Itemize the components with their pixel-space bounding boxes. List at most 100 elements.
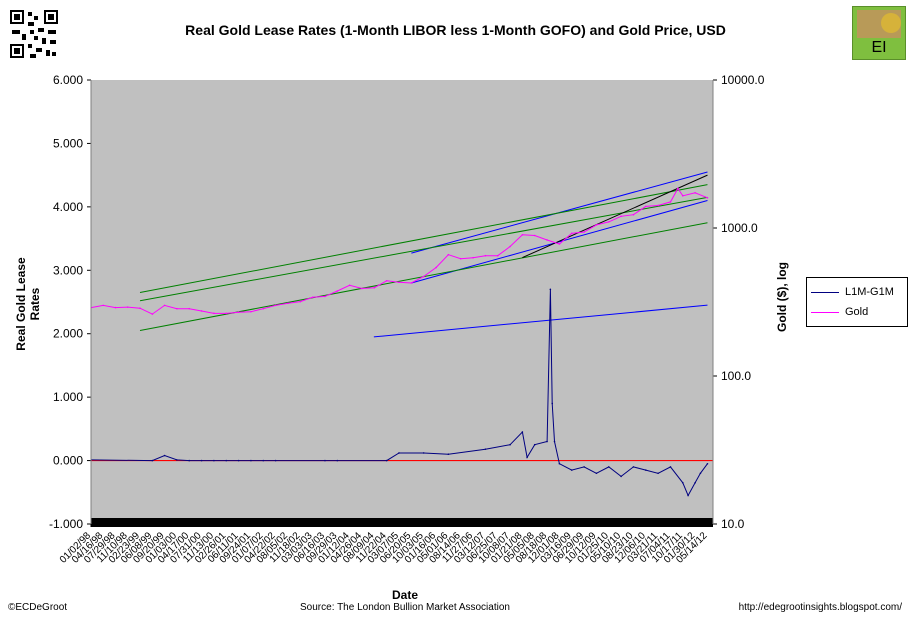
footer-url[interactable]: http://edegrootinsights.blogspot.com/ [738,602,902,613]
data-point-gold [620,215,622,218]
footer-source: Source: The London Bullion Market Associ… [300,602,510,613]
data-point-gold [361,287,363,290]
data-point-lease [484,448,487,450]
y-left-tick-label: 0.000 [53,454,83,468]
y-right-tick-label: 100.0 [721,369,751,383]
data-point-gold [607,221,610,223]
x-axis-band [91,518,713,527]
data-point-gold [644,205,647,208]
data-point-lease [447,453,450,456]
data-point-gold [681,195,684,197]
data-point-gold [533,234,536,237]
data-point-lease [549,288,552,291]
legend: L1M-G1M Gold [806,277,908,327]
data-point-gold [311,296,314,299]
data-point-lease [558,462,561,465]
trend-line-green [139,184,708,293]
data-point-gold [435,266,437,269]
data-point-gold [225,312,228,315]
legend-swatch-lease [811,291,839,293]
data-point-lease [163,454,166,457]
data-point-gold [188,307,191,310]
data-point-gold [262,307,265,310]
data-point-gold [447,253,450,256]
data-point-gold [139,307,141,310]
data-point-gold [677,187,679,190]
y-axis-right-label: Gold ($), log [775,262,789,332]
y-axis-left-label: Real Gold Lease Rates [14,257,42,351]
data-point-lease [422,452,425,454]
data-point-lease [681,481,684,484]
data-point-lease [620,475,622,478]
data-point-lease [553,440,556,443]
data-point-gold [151,313,154,315]
data-point-gold [706,196,709,199]
data-point-lease [669,466,672,468]
data-point-gold [348,284,351,287]
data-point-lease [176,459,178,461]
trend-line-green [139,196,708,302]
data-point-lease [262,459,265,462]
data-point-gold [521,233,524,236]
data-point-gold [410,282,413,284]
data-point-lease [398,452,400,454]
data-point-lease [657,472,659,475]
data-point-gold [163,304,166,307]
data-point-lease [336,459,339,462]
data-point-lease [533,443,536,446]
data-point-lease [188,459,191,462]
data-point-lease [151,459,154,462]
data-point-gold [570,232,573,235]
footer-copyright: ©ECDeGroot [8,602,68,613]
x-axis-label: Date [391,588,418,602]
data-point-gold [558,243,561,245]
data-point-lease [200,459,203,462]
data-point-lease [509,443,511,446]
data-point-gold [422,275,425,278]
data-point-gold [114,306,117,309]
data-point-gold [546,239,548,241]
legend-label-lease: L1M-G1M [845,286,894,298]
data-point-lease [237,459,240,462]
data-point-lease [385,459,388,462]
qr-code [8,8,60,60]
data-point-gold [669,201,672,203]
data-point-lease [521,431,524,433]
data-point-lease [706,462,709,465]
data-point-lease [324,459,326,462]
data-point-gold [484,254,487,257]
data-point-gold [472,256,474,259]
data-point-lease [644,469,647,471]
data-point-gold [385,279,388,282]
data-point-lease [274,459,277,462]
data-point-gold [102,304,105,307]
y-left-tick-label: -1.000 [49,517,83,531]
data-point-gold [299,300,302,303]
data-point-gold [509,245,511,248]
data-point-gold [200,310,203,312]
data-point-gold [237,311,240,313]
legend-item-lease: L1M-G1M [811,285,894,299]
data-point-lease [583,466,585,468]
data-point-lease [699,472,702,475]
y-right-tick-label: 1000.0 [721,221,758,235]
trend-line-black [522,174,708,259]
data-point-gold [657,204,659,207]
data-point-lease [551,402,554,405]
data-point-lease [595,472,598,475]
brand-logo: EI [852,6,906,60]
legend-swatch-gold [811,311,839,313]
data-point-gold [213,312,215,315]
data-point-gold [250,310,252,313]
y-left-tick-label: 2.000 [53,327,83,341]
legend-label-gold: Gold [845,306,869,318]
data-point-gold [398,281,400,284]
data-point-lease [526,456,528,459]
data-point-gold [126,306,129,308]
data-point-gold [595,224,598,226]
plot-area [91,80,713,524]
data-point-lease [687,494,689,497]
y-left-tick-label: 4.000 [53,200,83,214]
data-point-gold [336,290,339,292]
